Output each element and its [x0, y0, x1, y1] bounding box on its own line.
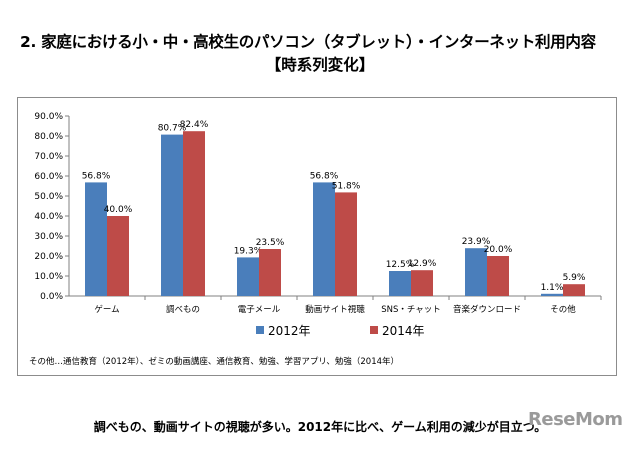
y-tick-label: 70.0%: [34, 152, 63, 162]
bar-series1: [389, 271, 411, 296]
y-tick-label: 40.0%: [34, 212, 63, 222]
bar-series2: [183, 131, 205, 296]
data-label: 80.7%: [158, 124, 187, 134]
x-category-label: その他: [550, 304, 576, 315]
x-category-label: 電子メール: [238, 305, 281, 315]
x-category-label: 音楽ダウンロード: [453, 304, 521, 315]
caption: 調べもの、動画サイトの視聴が多い。2012年に比べ、ゲーム利用の減少が目立つ。: [93, 420, 547, 434]
y-tick-label: 90.0%: [34, 112, 63, 122]
data-label: 51.8%: [332, 181, 361, 191]
bar-series2: [107, 216, 129, 296]
y-tick-label: 80.0%: [34, 132, 63, 142]
bar-series1: [541, 293, 563, 296]
watermark-logo: ReseMom: [528, 409, 623, 430]
y-tick-label: 60.0%: [34, 172, 63, 182]
page-subtitle: 【時系列変化】: [265, 56, 375, 74]
data-label: 20.0%: [484, 245, 513, 255]
legend-label: 2014年: [382, 324, 425, 338]
bar-series2: [259, 249, 281, 296]
legend-swatch: [256, 326, 264, 334]
bar-series1: [313, 182, 335, 296]
bar-chart: 0.0% 10.0% 20.0% 30.0% 40.0% 50.0% 60.0% 70.0% 8…: [34, 112, 602, 338]
y-tick-label: 50.0%: [34, 192, 63, 202]
bar-series2: [487, 256, 509, 296]
data-label: 12.9%: [408, 259, 437, 269]
data-label: 12.5%: [386, 260, 415, 270]
y-tick-label: 30.0%: [34, 232, 63, 242]
bar-series1: [237, 257, 259, 296]
data-label: 56.8%: [82, 171, 111, 181]
data-label: 40.0%: [104, 205, 133, 215]
x-category-label: ゲーム: [94, 304, 119, 315]
bar-series2: [411, 270, 433, 296]
data-label: 56.8%: [310, 171, 339, 181]
x-category-label: SNS・チャット: [381, 305, 441, 315]
data-label: 82.4%: [180, 120, 209, 130]
bar-series1: [85, 182, 107, 296]
bar-series1: [465, 248, 487, 296]
data-label: 23.9%: [462, 237, 491, 247]
page-title: 2. 家庭における小・中・高校生のパソコン（タブレット）・インターネット利用内容: [20, 33, 596, 51]
y-tick-label: 10.0%: [34, 272, 63, 282]
y-tick-label: 0.0%: [40, 292, 63, 302]
x-category-label: 動画サイト視聴: [305, 304, 365, 315]
y-tick-label: 20.0%: [34, 252, 63, 262]
data-label: 19.3%: [234, 246, 263, 256]
bar-series1: [161, 134, 183, 296]
data-label: 5.9%: [563, 273, 586, 283]
chart-footnote: その他…通信教育（2012年）、ゼミの動画講座、通信教育、勉強、学習アプリ、勉強…: [29, 357, 400, 367]
data-label: 23.5%: [256, 238, 285, 248]
bar-series2: [335, 192, 357, 296]
x-category-label: 調べもの: [166, 304, 200, 315]
legend-label: 2012年: [268, 324, 311, 338]
data-label: 1.1%: [541, 283, 564, 293]
legend-swatch: [370, 326, 378, 334]
bar-series2: [563, 284, 585, 296]
